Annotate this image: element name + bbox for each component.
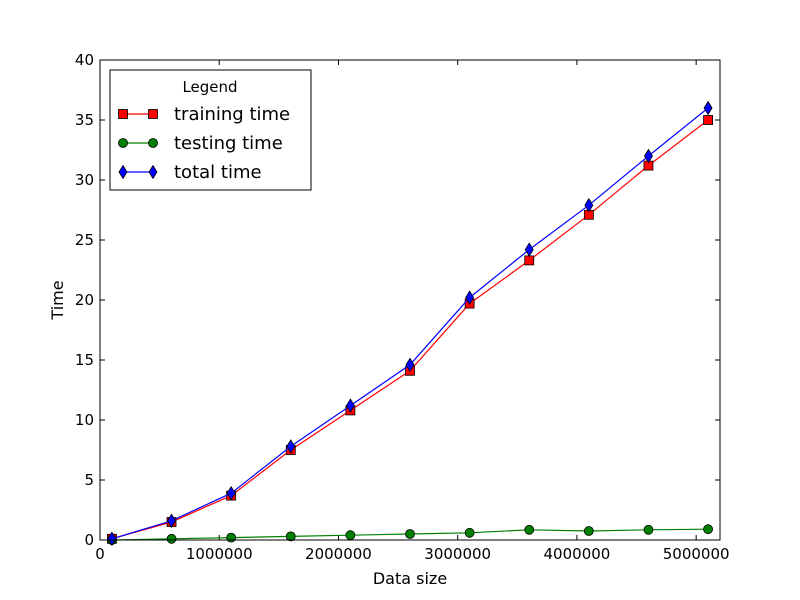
y-tick-label: 25: [75, 231, 94, 249]
data-point-testing-time: [285, 531, 296, 542]
data-point-testing-time: [703, 524, 713, 535]
data-point-training-time: [703, 115, 713, 125]
y-tick-label: 5: [84, 471, 94, 489]
y-tick-label: 10: [75, 411, 94, 429]
x-tick-label: 5000000: [663, 545, 730, 563]
x-tick-label: 0: [95, 545, 105, 563]
legend-marker-training-time: [118, 109, 128, 119]
data-point-total-time: [465, 290, 475, 305]
data-point-testing-time: [166, 533, 177, 544]
data-point-total-time: [524, 242, 534, 257]
axis-ticks: 0 1000000 2000000 3000000 4000000 5000000 0 5 10…: [75, 51, 730, 563]
data-point-total-time: [286, 439, 296, 454]
y-axis-label: Time: [48, 280, 67, 320]
data-point-total-time: [226, 485, 236, 501]
legend: Legend training time testing time total ti…: [109, 69, 312, 191]
data-point-testing-time: [583, 526, 594, 536]
data-point-testing-time: [405, 529, 415, 539]
y-tick-label: 0: [84, 531, 94, 549]
legend-label-testing-time: testing time: [174, 133, 283, 154]
x-tick-label: 3000000: [424, 545, 491, 563]
legend-marker-training-time: [148, 109, 158, 119]
legend-marker-testing-time: [118, 138, 128, 148]
legend-marker-total-time: [148, 164, 158, 180]
legend-marker-total-time: [118, 164, 128, 180]
plot-area-frame: [99, 59, 721, 541]
data-point-total-time: [405, 357, 415, 373]
legend-title: Legend: [182, 78, 237, 96]
y-tick-label: 40: [75, 51, 94, 69]
data-point-testing-time: [345, 530, 356, 541]
legend-entries: training time testing time total time: [118, 104, 290, 183]
data-point-testing-time: [524, 524, 535, 535]
legend-label-total-time: total time: [174, 162, 262, 183]
x-tick-label: 4000000: [544, 545, 611, 563]
legend-label-training-time: training time: [174, 104, 290, 125]
data-point-testing-time: [226, 532, 237, 543]
legend-box: [109, 69, 312, 191]
y-tick-label: 20: [75, 291, 94, 309]
data-point-total-time: [584, 197, 594, 213]
x-tick-label: 1000000: [186, 545, 253, 563]
data-point-testing-time: [464, 527, 475, 538]
data-point-total-time: [107, 531, 117, 547]
data-point-total-time: [643, 148, 653, 164]
data-point-total-time: [167, 513, 177, 529]
y-tick-label: 15: [75, 351, 94, 369]
x-tick-label: 2000000: [305, 545, 372, 563]
x-axis-label: Data size: [373, 569, 447, 588]
y-tick-label: 35: [75, 111, 94, 129]
data-point-training-time: [524, 255, 535, 266]
data-point-testing-time: [643, 524, 654, 535]
legend-marker-testing-time: [148, 138, 158, 148]
y-tick-label: 30: [75, 171, 94, 189]
data-point-total-time: [703, 100, 713, 116]
data-point-total-time: [345, 398, 355, 413]
